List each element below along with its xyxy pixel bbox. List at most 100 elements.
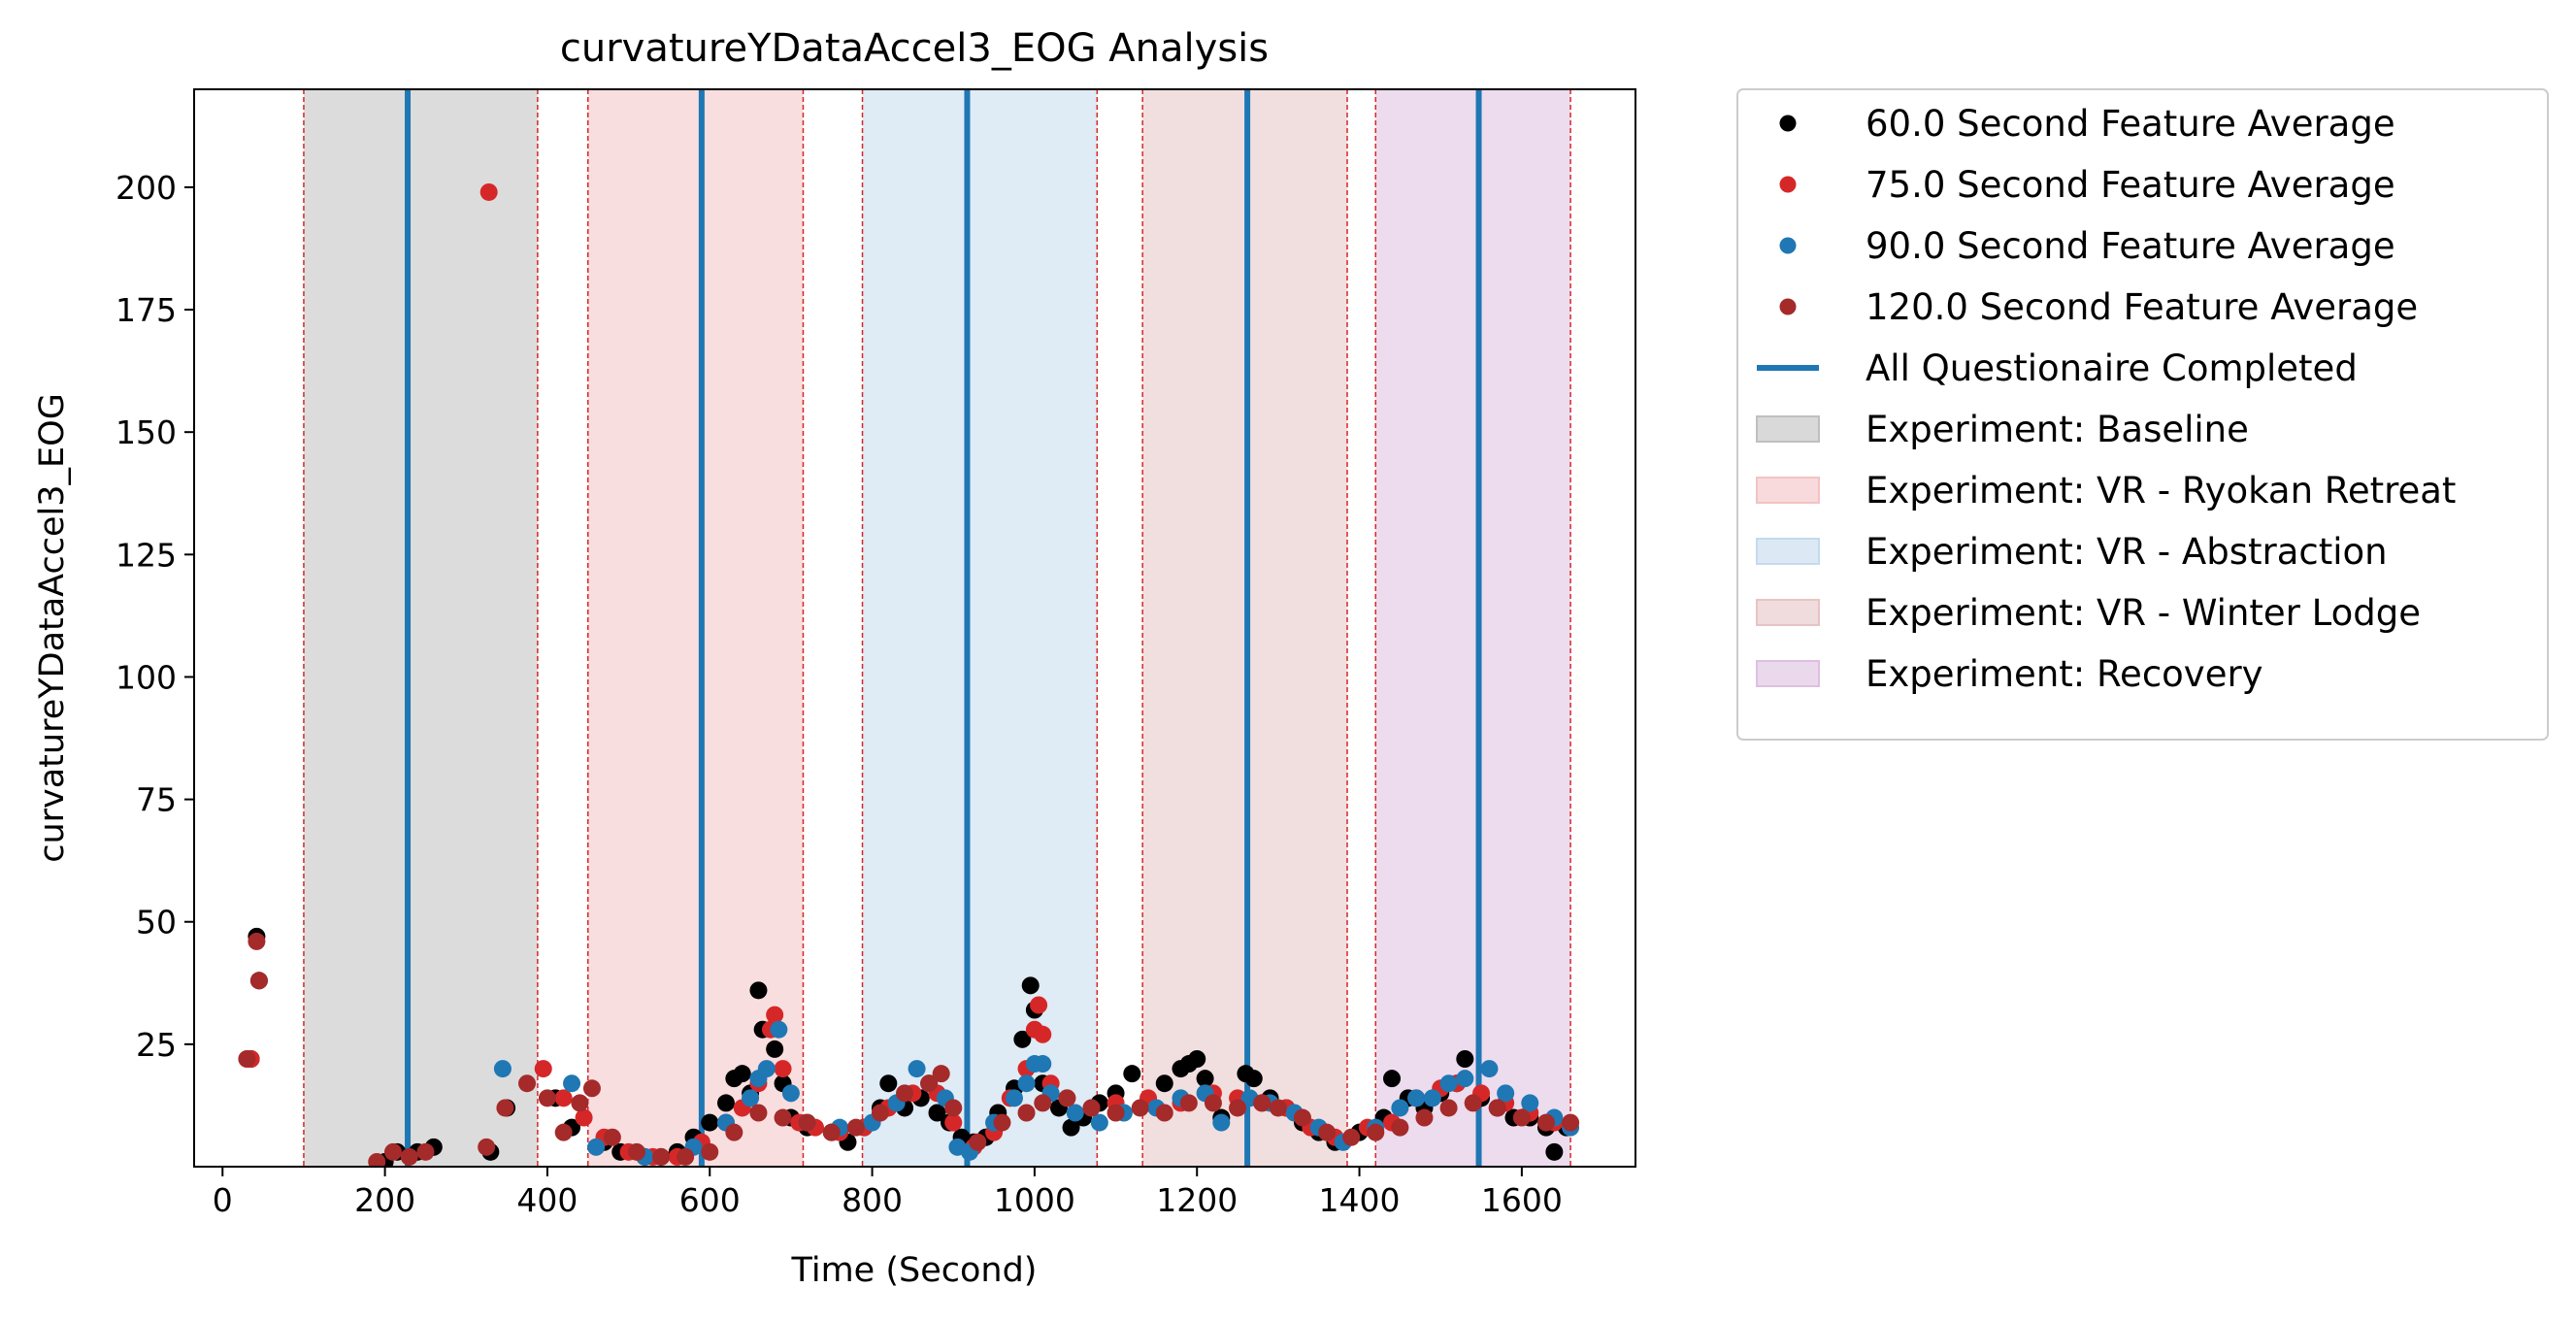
data-point — [1005, 1089, 1023, 1107]
data-point — [248, 932, 266, 950]
data-point — [1407, 1089, 1426, 1107]
data-point — [575, 1108, 593, 1127]
data-point — [770, 1020, 788, 1039]
data-point — [822, 1123, 841, 1141]
data-point — [1367, 1123, 1385, 1141]
x-axis-label: Time (Second) — [791, 1251, 1038, 1290]
data-point — [908, 1060, 926, 1078]
series-group — [493, 1020, 1580, 1166]
data-point — [1188, 1050, 1206, 1068]
data-point — [554, 1123, 573, 1141]
data-point — [1062, 1118, 1080, 1137]
x-tick-label: 200 — [354, 1181, 415, 1219]
data-point — [1480, 1060, 1499, 1078]
x-tick-label: 1400 — [1319, 1181, 1401, 1219]
y-tick-label: 200 — [116, 169, 177, 207]
data-point — [944, 1113, 963, 1132]
data-point — [993, 1113, 1011, 1132]
data-point — [582, 1079, 601, 1098]
legend: 60.0 Second Feature Average 75.0 Second F… — [1736, 88, 2549, 741]
y-tick-label: 25 — [136, 1026, 177, 1064]
data-point — [1383, 1070, 1402, 1088]
data-point — [493, 1060, 512, 1078]
data-point — [238, 1050, 256, 1068]
data-point — [1017, 1104, 1036, 1122]
y-tick-label: 125 — [116, 536, 177, 574]
data-point — [1562, 1113, 1580, 1132]
legend-marker — [1779, 298, 1797, 315]
data-point — [1545, 1142, 1564, 1161]
data-point — [757, 1060, 776, 1078]
data-point — [944, 1099, 963, 1117]
data-point — [1017, 1074, 1036, 1093]
legend-label: Experiment: Baseline — [1866, 409, 2249, 450]
chart-title: curvatureYDataAccel3_EOG Analysis — [560, 26, 1269, 71]
legend-marker — [1779, 237, 1797, 254]
series-group — [238, 932, 1580, 1167]
x-tick-label: 400 — [516, 1181, 578, 1219]
data-point — [627, 1142, 645, 1161]
data-point — [1034, 1025, 1052, 1043]
data-point — [1196, 1070, 1214, 1088]
data-point — [1269, 1099, 1287, 1117]
legend-patch — [1756, 477, 1820, 504]
data-point — [554, 1089, 573, 1107]
data-point — [652, 1147, 671, 1166]
data-point — [1058, 1089, 1076, 1107]
data-point — [774, 1060, 792, 1078]
data-point — [781, 1084, 800, 1103]
x-tick-label: 1200 — [1156, 1181, 1238, 1219]
data-point — [896, 1084, 914, 1103]
data-point — [249, 972, 268, 990]
data-point — [798, 1113, 816, 1132]
data-point — [1391, 1099, 1409, 1117]
data-point — [1415, 1108, 1434, 1127]
data-point — [1293, 1108, 1311, 1127]
legend-label: Experiment: VR - Winter Lodge — [1866, 592, 2421, 634]
data-point — [416, 1142, 435, 1161]
data-point — [1021, 976, 1040, 995]
data-point — [478, 1138, 496, 1156]
data-point — [1512, 1108, 1531, 1127]
legend-patch — [1756, 599, 1820, 626]
data-point — [1423, 1089, 1441, 1107]
legend-box — [1736, 88, 2549, 741]
data-point — [871, 1104, 889, 1122]
data-point — [1497, 1084, 1515, 1103]
data-point — [1212, 1113, 1231, 1132]
data-point — [766, 1006, 784, 1024]
data-point — [1179, 1094, 1198, 1112]
legend-label: 90.0 Second Feature Average — [1866, 225, 2395, 267]
data-point — [725, 1123, 743, 1141]
experiment-span — [587, 89, 804, 1167]
data-point — [1106, 1104, 1125, 1122]
data-point — [368, 1152, 386, 1167]
data-point — [518, 1074, 537, 1093]
experiment-span — [862, 89, 1098, 1167]
data-point — [571, 1094, 589, 1112]
data-point — [1123, 1065, 1141, 1083]
data-point — [1155, 1074, 1173, 1093]
data-point — [383, 1142, 402, 1161]
data-point — [701, 1142, 719, 1161]
data-point — [742, 1089, 760, 1107]
y-tick-label: 175 — [116, 291, 177, 329]
data-point — [400, 1147, 418, 1166]
data-point — [733, 1065, 751, 1083]
data-point — [1456, 1070, 1474, 1088]
x-tick-label: 800 — [842, 1181, 903, 1219]
data-point — [1090, 1113, 1108, 1132]
data-point — [1488, 1099, 1506, 1117]
x-tick-label: 1600 — [1481, 1181, 1563, 1219]
x-tick-label: 1000 — [994, 1181, 1075, 1219]
legend-patch — [1756, 660, 1820, 687]
data-point — [1013, 1030, 1032, 1048]
data-point — [1244, 1070, 1263, 1088]
data-point — [1521, 1094, 1539, 1112]
data-point — [701, 1113, 719, 1132]
legend-label: All Questionaire Completed — [1866, 347, 2358, 389]
data-point — [1034, 1094, 1052, 1112]
data-point — [1082, 1099, 1101, 1117]
data-point — [1439, 1074, 1458, 1093]
